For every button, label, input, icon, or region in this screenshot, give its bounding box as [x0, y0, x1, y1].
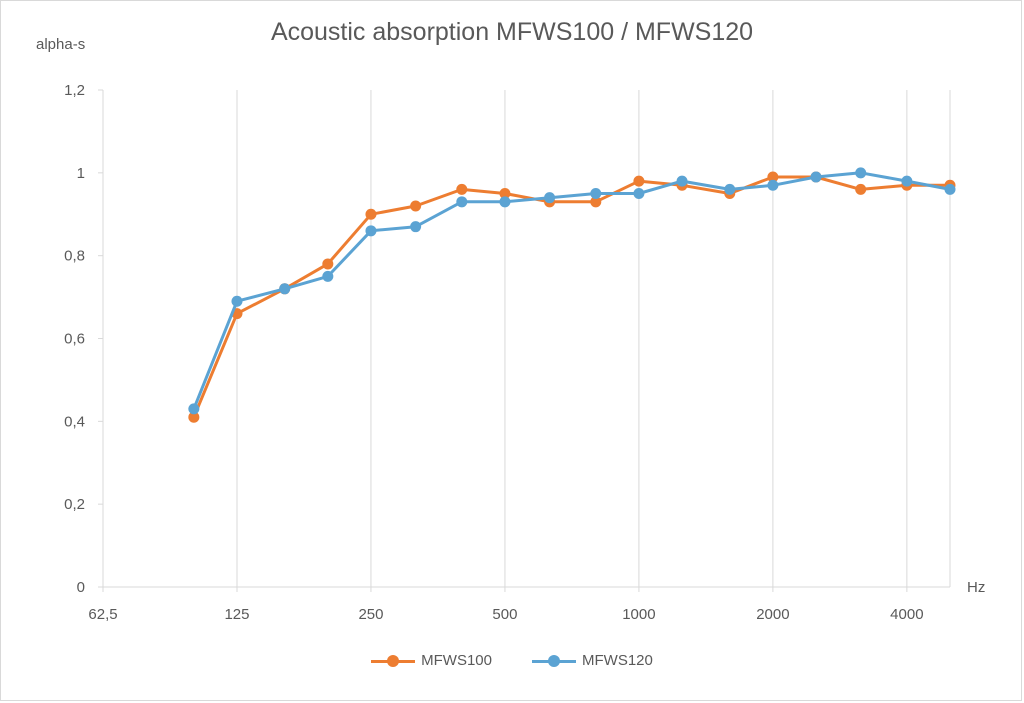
legend-item-series-0: MFWS100 — [371, 652, 492, 669]
y-tick-label: 1,2 — [64, 82, 85, 99]
x-tick-label: 4000 — [890, 606, 923, 623]
data-point-MFWS120 — [410, 221, 422, 233]
data-point-MFWS120 — [855, 167, 867, 179]
x-tick-label: 125 — [224, 606, 249, 623]
data-point-MFWS100 — [365, 208, 377, 220]
x-tick-label: 500 — [492, 606, 517, 623]
y-axis-label: alpha-s — [36, 36, 86, 53]
x-tick-label: 250 — [358, 606, 383, 623]
legend-label-series-0: MFWS100 — [421, 652, 492, 669]
data-point-MFWS100 — [456, 183, 468, 195]
data-point-MFWS120 — [279, 283, 291, 295]
y-tick-label: 0,4 — [64, 413, 85, 430]
chart-title: Acoustic absorption MFWS100 / MFWS120 — [270, 18, 754, 46]
legend-item-series-1: MFWS120 — [532, 652, 653, 669]
x-tick-label: 1000 — [622, 606, 655, 623]
data-point-MFWS120 — [901, 175, 913, 187]
y-tick-label: 0,6 — [64, 331, 85, 348]
legend-swatch-series-0 — [371, 654, 416, 667]
data-point-MFWS120 — [590, 188, 602, 200]
data-point-MFWS120 — [322, 270, 334, 282]
data-point-MFWS120 — [456, 196, 468, 208]
data-point-MFWS120 — [767, 179, 779, 191]
y-tick-label: 0,8 — [64, 248, 85, 265]
legend: MFWS100 MFWS120 — [0, 652, 1024, 669]
x-tick-label: 2000 — [756, 606, 789, 623]
data-point-MFWS100 — [633, 175, 645, 187]
data-point-MFWS120 — [544, 192, 556, 204]
data-point-MFWS120 — [499, 196, 511, 208]
data-point-MFWS100 — [188, 411, 200, 423]
legend-label-series-1: MFWS120 — [582, 652, 653, 669]
data-point-MFWS100 — [590, 196, 602, 208]
y-tick-label: 0,2 — [64, 496, 85, 513]
data-point-MFWS120 — [231, 295, 243, 307]
data-point-MFWS120 — [188, 403, 200, 415]
series-line-MFWS100 — [192, 175, 950, 418]
data-point-MFWS100 — [499, 188, 511, 200]
data-point-MFWS100 — [767, 171, 779, 183]
series-line-MFWS120 — [192, 171, 951, 410]
data-point-MFWS100 — [855, 183, 867, 195]
data-point-MFWS120 — [944, 183, 956, 195]
x-axis-label: Hz — [967, 579, 986, 596]
legend-swatch-series-1 — [532, 654, 576, 667]
data-point-MFWS100 — [410, 200, 422, 212]
data-point-MFWS120 — [676, 175, 688, 187]
x-tick-label: 62,5 — [88, 606, 117, 623]
data-point-MFWS120 — [365, 225, 377, 237]
y-tick-label: 0 — [77, 579, 85, 596]
data-point-MFWS120 — [810, 171, 822, 183]
y-tick-label: 1 — [77, 165, 85, 182]
data-point-MFWS120 — [633, 188, 645, 200]
data-point-MFWS120 — [724, 183, 736, 195]
data-point-MFWS100 — [322, 258, 334, 270]
